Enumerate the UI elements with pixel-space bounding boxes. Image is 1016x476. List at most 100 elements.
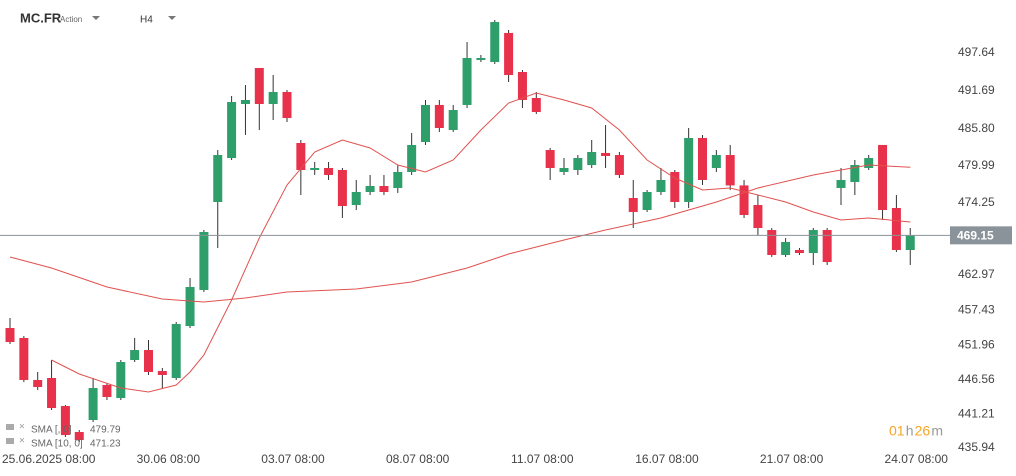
x-tick-label: 08.07 08:00 [386, 452, 450, 466]
candle-body [822, 230, 832, 263]
candle-body [601, 152, 611, 156]
candle-body [864, 158, 874, 169]
legend-close[interactable]: × [19, 436, 25, 447]
y-tick-label: 462.97 [958, 267, 995, 281]
y-tick-label: 451.96 [958, 338, 995, 352]
candle-body [836, 179, 846, 188]
countdown-part: 01 [889, 423, 905, 439]
y-tick-label: 491.69 [958, 83, 995, 97]
candle-body [310, 168, 320, 170]
candle-body [739, 185, 749, 215]
y-tick-label: 474.25 [958, 195, 995, 209]
y-tick-label: 457.43 [958, 303, 995, 317]
y-tick-label: 435.94 [958, 440, 995, 454]
y-tick-label: 479.99 [958, 158, 995, 172]
x-tick-label: 21.07 08:00 [760, 452, 824, 466]
countdown-part: h [906, 423, 914, 439]
candle-body [254, 67, 264, 105]
instrument-kind: Action [60, 15, 82, 24]
candle-body [905, 235, 915, 250]
candle-body [88, 387, 98, 420]
current-price-label: 469.15 [957, 229, 994, 243]
legend-label: SMA [, 0] [31, 425, 72, 436]
candle-body [337, 169, 347, 207]
candle-body [781, 241, 791, 255]
candle-body [531, 97, 541, 113]
candle-body [227, 102, 237, 159]
candle-body [213, 155, 223, 202]
candle-body [47, 378, 57, 409]
candle-body [268, 91, 278, 105]
candle-body [504, 32, 514, 76]
symbol[interactable]: MC.FR [20, 10, 62, 25]
candle-body [808, 230, 818, 254]
candle-body [587, 152, 597, 166]
candle-body [74, 432, 84, 441]
candle-body [656, 179, 666, 193]
y-tick-label: 485.80 [958, 121, 995, 135]
candle-body [157, 371, 167, 375]
candle-body [628, 198, 638, 212]
legend-icon[interactable] [6, 424, 14, 430]
candle-body [5, 328, 15, 343]
candle-body [365, 185, 375, 193]
candle-body [642, 192, 652, 210]
candle-body [407, 144, 417, 172]
candle-body [670, 171, 680, 202]
candle-body [573, 158, 583, 170]
x-tick-label: 25.06.2025 08:00 [2, 452, 96, 466]
countdown-part: 26 [915, 423, 931, 439]
countdown-part: m [931, 423, 943, 439]
x-tick-label: 30.06 08:00 [137, 452, 201, 466]
candle-body [545, 150, 555, 169]
dropdown-arrow[interactable] [92, 16, 100, 20]
candle-body [684, 137, 694, 202]
y-tick-label: 441.21 [958, 406, 995, 420]
legend-close[interactable]: × [19, 422, 25, 433]
candle-body [33, 379, 43, 388]
candle-body [393, 171, 403, 188]
y-tick-label: 446.56 [958, 372, 995, 386]
candle-body [60, 406, 70, 436]
candle-body [116, 362, 126, 399]
candle-body [102, 384, 112, 398]
candle-body [144, 350, 153, 372]
x-tick-label: 24.07 08:00 [885, 452, 949, 466]
candle-body [767, 230, 777, 255]
candle-body [379, 185, 389, 193]
legend-value: 471.23 [90, 439, 121, 450]
legend-icon[interactable] [6, 438, 14, 444]
candle-body [559, 168, 569, 172]
candle-body [725, 155, 735, 186]
candle-body [171, 323, 181, 379]
candle-body [240, 99, 250, 105]
x-tick-label: 16.07 08:00 [635, 452, 699, 466]
candle-body [850, 165, 860, 183]
candle-body [19, 338, 29, 380]
candle-body [711, 155, 721, 169]
timeframe[interactable]: H4 [140, 15, 153, 26]
candle-body [614, 155, 624, 175]
candle-body [476, 57, 486, 60]
y-tick-label: 497.64 [958, 45, 995, 59]
candle-body [434, 104, 444, 129]
candle-body [324, 168, 334, 175]
sma-line [51, 92, 911, 393]
dropdown-arrow[interactable] [168, 16, 176, 20]
candle-body [517, 72, 527, 100]
candle-body [296, 142, 306, 170]
candle-body [794, 249, 804, 254]
candle-body [698, 137, 707, 180]
candle-body [490, 22, 500, 63]
candle-body [753, 205, 763, 228]
candle-body [891, 208, 901, 250]
legend-value: 479.79 [90, 425, 121, 436]
sma-line [9, 164, 911, 303]
candle-body [421, 104, 430, 143]
plot-area [5, 19, 915, 443]
current-price-box [950, 226, 1012, 245]
candle-body [448, 110, 458, 130]
